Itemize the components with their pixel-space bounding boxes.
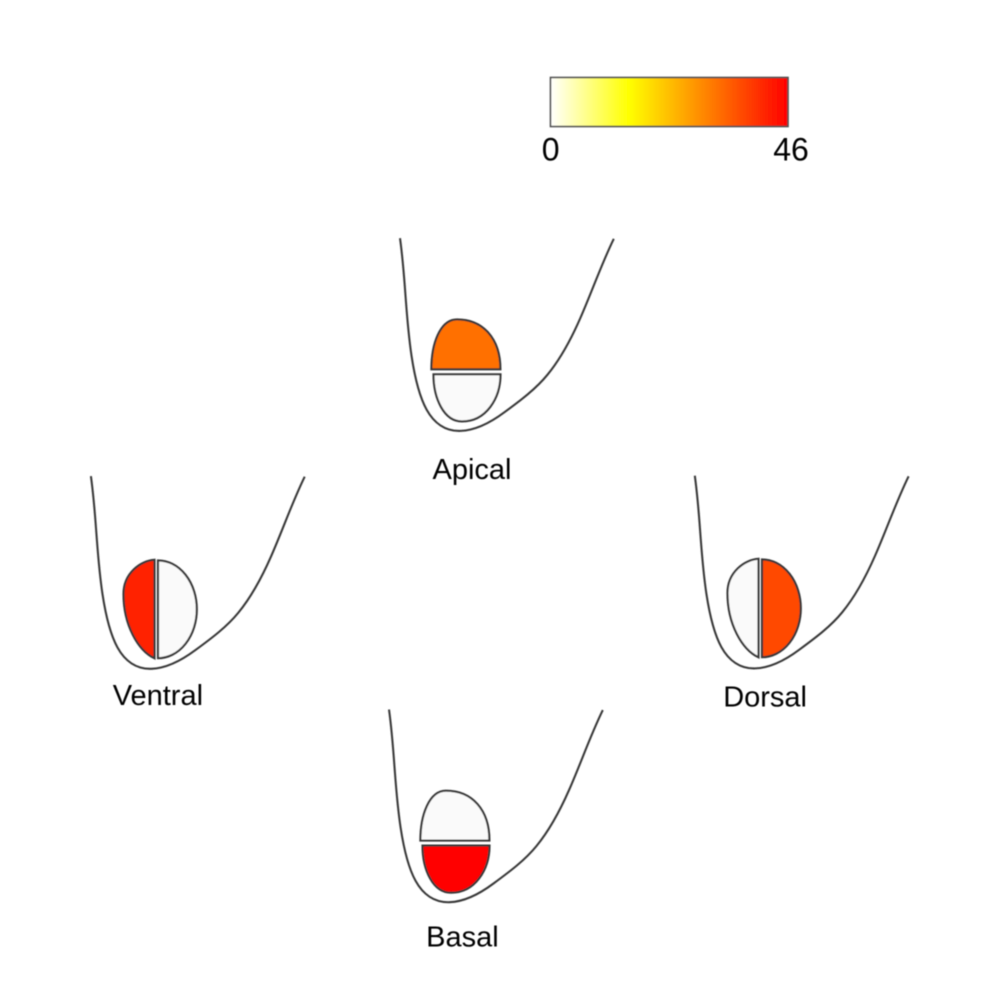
svg-text:0: 0 [542,132,560,168]
svg-text:Apical: Apical [433,454,512,486]
svg-text:Ventral: Ventral [113,680,203,712]
svg-text:46: 46 [773,132,809,168]
svg-text:Basal: Basal [426,921,499,953]
svg-text:Dorsal: Dorsal [723,682,807,714]
